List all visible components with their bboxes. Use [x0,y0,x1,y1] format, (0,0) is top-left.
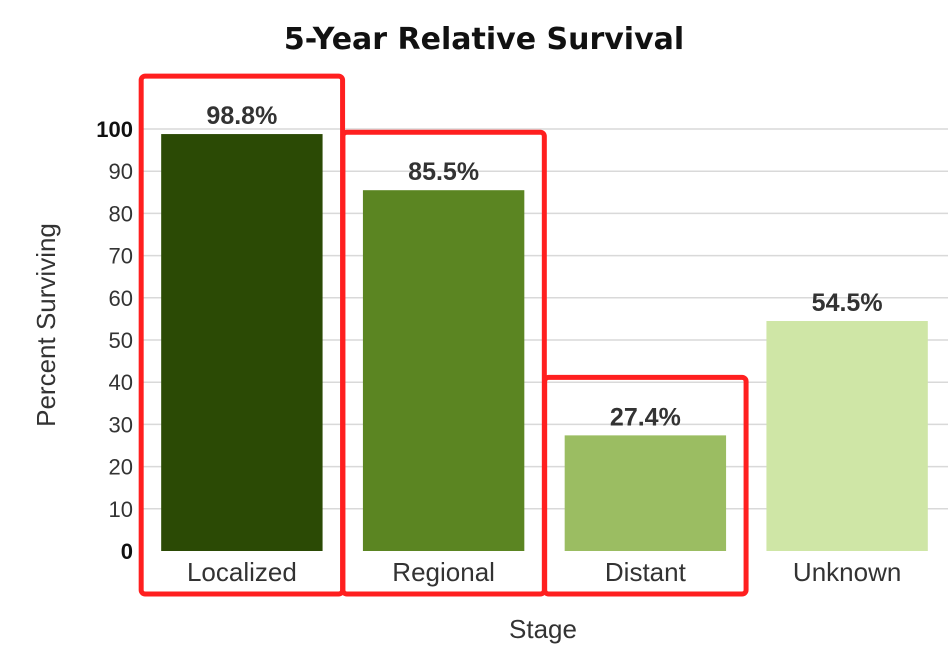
value-label-localized: 98.8% [206,102,277,130]
y-tick-label: 50 [109,328,133,353]
y-tick-label: 70 [109,244,133,269]
y-tick-label: 20 [109,455,133,480]
x-axis-label: Stage [509,614,577,644]
y-axis-ticks: 0 10 20 30 40 50 60 70 80 90 100 [96,117,133,564]
x-axis-ticks: Localized Regional Distant Unknown [187,557,901,587]
bar-localized [161,134,323,551]
chart-title: 5-Year Relative Survival [284,22,684,57]
x-tick-label-distant: Distant [605,557,687,587]
y-tick-label: 80 [109,201,133,226]
bar-unknown [766,321,928,551]
x-tick-label-unknown: Unknown [793,557,901,587]
y-tick-label: 10 [109,497,133,522]
value-labels: 98.8% 85.5% 27.4% 54.5% [206,102,882,431]
value-label-distant: 27.4% [610,403,681,431]
y-tick-label: 0 [121,539,133,564]
highlight-box-regional [340,129,547,597]
x-tick-label-regional: Regional [392,557,495,587]
value-label-regional: 85.5% [408,158,479,186]
value-label-unknown: 54.5% [812,289,883,317]
bars [161,134,928,551]
bar-distant [564,435,727,551]
y-tick-label: 40 [109,370,133,395]
y-axis-label: Percent Surviving [31,223,61,427]
x-tick-label-localized: Localized [187,557,297,587]
highlight-box-distant [542,374,749,597]
y-tick-label: 30 [109,412,133,437]
bar-regional [362,190,525,551]
y-tick-label: 90 [109,159,133,184]
y-tick-label: 60 [109,286,133,311]
highlight-boxes [138,73,749,597]
y-tick-label: 100 [96,117,133,142]
